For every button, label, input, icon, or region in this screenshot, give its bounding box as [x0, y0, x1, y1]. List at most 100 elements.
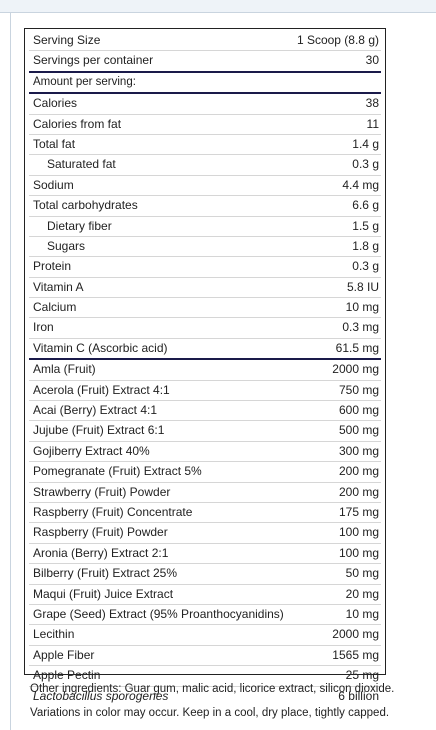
- ingredient-row: Raspberry (Fruit) Powder 100 mg: [29, 523, 381, 544]
- row-label: Strawberry (Fruit) Powder: [33, 484, 171, 499]
- row-value: 10 mg: [345, 300, 379, 315]
- row-label: Vitamin A: [33, 279, 84, 294]
- row-value: 4.4 mg: [342, 177, 379, 192]
- row-value: 1.5 g: [352, 218, 379, 233]
- row-value: 5.8 IU: [346, 279, 379, 294]
- ingredient-row: Strawberry (Fruit) Powder 200 mg: [29, 483, 381, 503]
- row-value: 1 Scoop (8.8 g): [296, 33, 379, 47]
- row-value: 175 mg: [338, 504, 379, 519]
- row-value: 25 mg: [345, 668, 379, 683]
- row-label: Total carbohydrates: [33, 198, 138, 213]
- nutrient-row: Total fat 1.4 g: [29, 135, 381, 156]
- row-value: 500 mg: [338, 423, 379, 438]
- row-label: Acai (Berry) Extract 4:1: [33, 403, 158, 418]
- nutrient-row: Iron 0.3 mg: [29, 318, 381, 339]
- nutrient-row: Sugars 1.8 g: [29, 237, 381, 258]
- ingredient-row: Apple Fiber 1565 mg: [29, 646, 381, 667]
- top-band: [0, 0, 436, 13]
- row-label: Calories: [33, 96, 78, 111]
- row-label: Bilberry (Fruit) Extract 25%: [33, 566, 178, 581]
- row-label: Raspberry (Fruit) Powder: [33, 525, 168, 540]
- ingredient-row: Lecithin 2000 mg: [29, 625, 381, 646]
- row-value: 200 mg: [338, 484, 379, 499]
- row-value: 0.3 mg: [342, 320, 379, 335]
- row-label: Lecithin: [33, 627, 75, 642]
- nutrient-row: Calories 38: [29, 94, 381, 115]
- row-label: Gojiberry Extract 40%: [33, 443, 150, 458]
- row-label: Sodium: [33, 177, 74, 192]
- row-label: Dietary fiber: [47, 218, 112, 233]
- row-value: 10 mg: [345, 606, 379, 621]
- row-label: Amla (Fruit): [33, 362, 96, 377]
- row-value: 0.3 g: [352, 157, 379, 172]
- row-value: 50 mg: [345, 566, 379, 581]
- ingredient-row: Jujube (Fruit) Extract 6:1 500 mg: [29, 421, 381, 442]
- row-value: 100 mg: [338, 525, 379, 540]
- row-value: 200 mg: [338, 464, 379, 479]
- ingredient-row: Raspberry (Fruit) Concentrate 175 mg: [29, 503, 381, 524]
- ingredient-row: Maqui (Fruit) Juice Extract 20 mg: [29, 585, 381, 605]
- row-value: 2000 mg: [332, 627, 379, 642]
- nutrient-row: Sodium 4.4 mg: [29, 176, 381, 197]
- row-label: Jujube (Fruit) Extract 6:1: [33, 423, 165, 438]
- row-label: Vitamin C (Ascorbic acid): [33, 340, 168, 355]
- left-rule: [10, 12, 11, 730]
- ingredient-row: Apple Pectin 25 mg: [29, 666, 381, 687]
- row-value: 6.6 g: [352, 198, 379, 213]
- nutrient-list: Calories 38 Calories from fat 11 Total fat 1.…: [29, 94, 381, 361]
- ingredient-list: Amla (Fruit) 2000 mg Acerola (Fruit) Extra…: [29, 360, 381, 706]
- row-label: Calories from fat: [33, 116, 122, 131]
- variations-text: Variations in color may occur. Keep in a…: [30, 707, 390, 719]
- row-label: Pomegranate (Fruit) Extract 5%: [33, 464, 202, 479]
- serving-size-row: Serving Size 1 Scoop (8.8 g): [29, 31, 381, 52]
- row-value: 6 billion: [338, 688, 379, 703]
- row-label: Maqui (Fruit) Juice Extract: [33, 586, 174, 601]
- amount-header-label: Amount per serving:: [33, 75, 136, 88]
- amount-per-serving-header: Amount per serving:: [29, 73, 381, 95]
- row-value: 30: [365, 53, 379, 68]
- ingredient-row: Grape (Seed) Extract (95% Proanthocyanid…: [29, 605, 381, 626]
- row-value: 38: [365, 96, 379, 111]
- row-value: 0.3 g: [352, 259, 379, 274]
- nutrient-row: Calories from fat 11: [29, 115, 381, 135]
- row-value: 300 mg: [338, 443, 379, 458]
- ingredient-row: Gojiberry Extract 40% 300 mg: [29, 442, 381, 463]
- row-value: 1.4 g: [352, 136, 379, 151]
- row-label: Iron: [33, 320, 54, 335]
- row-value: 20 mg: [345, 586, 379, 601]
- nutrient-row: Calcium 10 mg: [29, 298, 381, 319]
- supplement-facts-table: Serving Size 1 Scoop (8.8 g) Servings pe…: [24, 28, 386, 703]
- row-label: Lactobacillus sporogenes: [33, 688, 169, 703]
- nutrient-row: Dietary fiber 1.5 g: [29, 217, 381, 237]
- nutrient-row: Vitamin C (Ascorbic acid) 61.5 mg: [29, 339, 381, 361]
- ingredient-row: Acai (Berry) Extract 4:1 600 mg: [29, 401, 381, 422]
- row-label: Acerola (Fruit) Extract 4:1: [33, 382, 170, 397]
- row-label: Aronia (Berry) Extract 2:1: [33, 545, 169, 560]
- row-label: Grape (Seed) Extract (95% Proanthocyanid…: [33, 606, 284, 621]
- row-label: Saturated fat: [47, 157, 116, 172]
- ingredient-row: Bilberry (Fruit) Extract 25% 50 mg: [29, 564, 381, 585]
- ingredient-row: Amla (Fruit) 2000 mg: [29, 360, 381, 381]
- row-value: 750 mg: [338, 382, 379, 397]
- ingredient-row: Pomegranate (Fruit) Extract 5% 200 mg: [29, 462, 381, 483]
- row-value: 11: [366, 116, 379, 131]
- other-ingredients-text: Other ingredients: Guar gum, malic acid,…: [30, 683, 395, 695]
- nutrient-row: Saturated fat 0.3 g: [29, 155, 381, 176]
- nutrient-row: Protein 0.3 g: [29, 257, 381, 278]
- ingredient-row: Acerola (Fruit) Extract 4:1 750 mg: [29, 381, 381, 402]
- row-label: Serving Size: [33, 33, 101, 47]
- row-label: Servings per container: [33, 53, 154, 68]
- nutrient-row: Total carbohydrates 6.6 g: [29, 196, 381, 217]
- row-value: 61.5 mg: [335, 340, 379, 355]
- row-label: Sugars: [47, 238, 86, 253]
- row-label: Apple Fiber: [33, 647, 95, 662]
- row-label: Apple Pectin: [33, 668, 101, 683]
- nutrient-row: Vitamin A 5.8 IU: [29, 278, 381, 299]
- row-value: 1.8 g: [352, 238, 379, 253]
- row-value: 1565 mg: [332, 647, 379, 662]
- servings-per-container-row: Servings per container 30: [29, 51, 381, 73]
- row-value: 2000 mg: [332, 362, 379, 377]
- row-label: Calcium: [33, 300, 77, 315]
- notes: Other ingredients: Guar gum, malic acid,…: [30, 682, 430, 730]
- row-value: 100 mg: [338, 545, 379, 560]
